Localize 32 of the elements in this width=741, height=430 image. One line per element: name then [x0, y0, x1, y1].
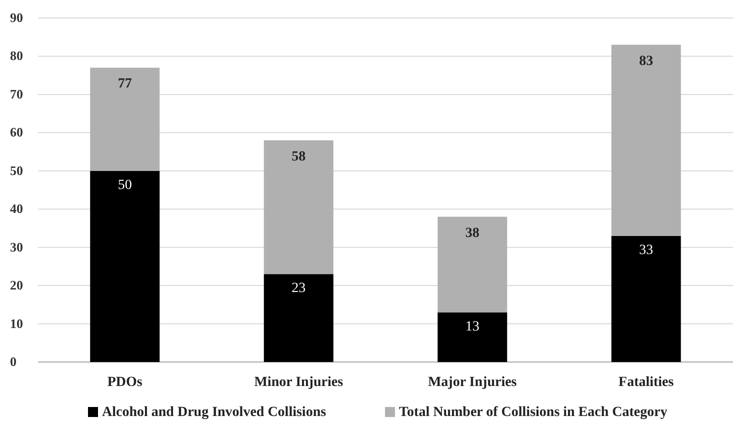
- y-tick-label: 40: [10, 201, 23, 216]
- x-tick-label: Minor Injuries: [254, 375, 344, 390]
- y-tick-label: 0: [10, 354, 16, 369]
- bar: [438, 312, 508, 362]
- bar: [264, 274, 334, 362]
- bar: [611, 236, 681, 362]
- data-label: 13: [465, 319, 480, 334]
- total-label: 83: [639, 54, 654, 69]
- bar: [611, 44, 681, 236]
- y-tick-label: 90: [10, 10, 23, 25]
- bar: [438, 216, 508, 312]
- y-tick-label: 10: [10, 316, 23, 331]
- total-label: 38: [465, 226, 480, 241]
- legend-label: Alcohol and Drug Involved Collisions: [102, 405, 327, 420]
- y-tick-label: 50: [10, 162, 23, 178]
- bar: [90, 170, 160, 362]
- data-label: 33: [639, 242, 654, 258]
- y-tick-label: 70: [10, 86, 23, 102]
- data-label: 50: [118, 178, 132, 193]
- y-tick-label: 60: [10, 124, 23, 140]
- x-tick-label: PDOs: [107, 375, 143, 390]
- y-tick-label: 20: [10, 278, 23, 293]
- total-label: 58: [292, 149, 306, 164]
- x-tick-label: Fatalities: [618, 375, 674, 390]
- total-label: 77: [118, 76, 132, 92]
- bar: [264, 140, 334, 274]
- y-tick-label: 30: [10, 239, 23, 254]
- bar: [90, 68, 160, 171]
- legend-label: Total Number of Collisions in Each Category: [399, 405, 668, 420]
- y-tick-label: 80: [10, 48, 23, 64]
- x-tick-label: Major Injuries: [428, 375, 518, 390]
- data-label: 23: [292, 281, 306, 296]
